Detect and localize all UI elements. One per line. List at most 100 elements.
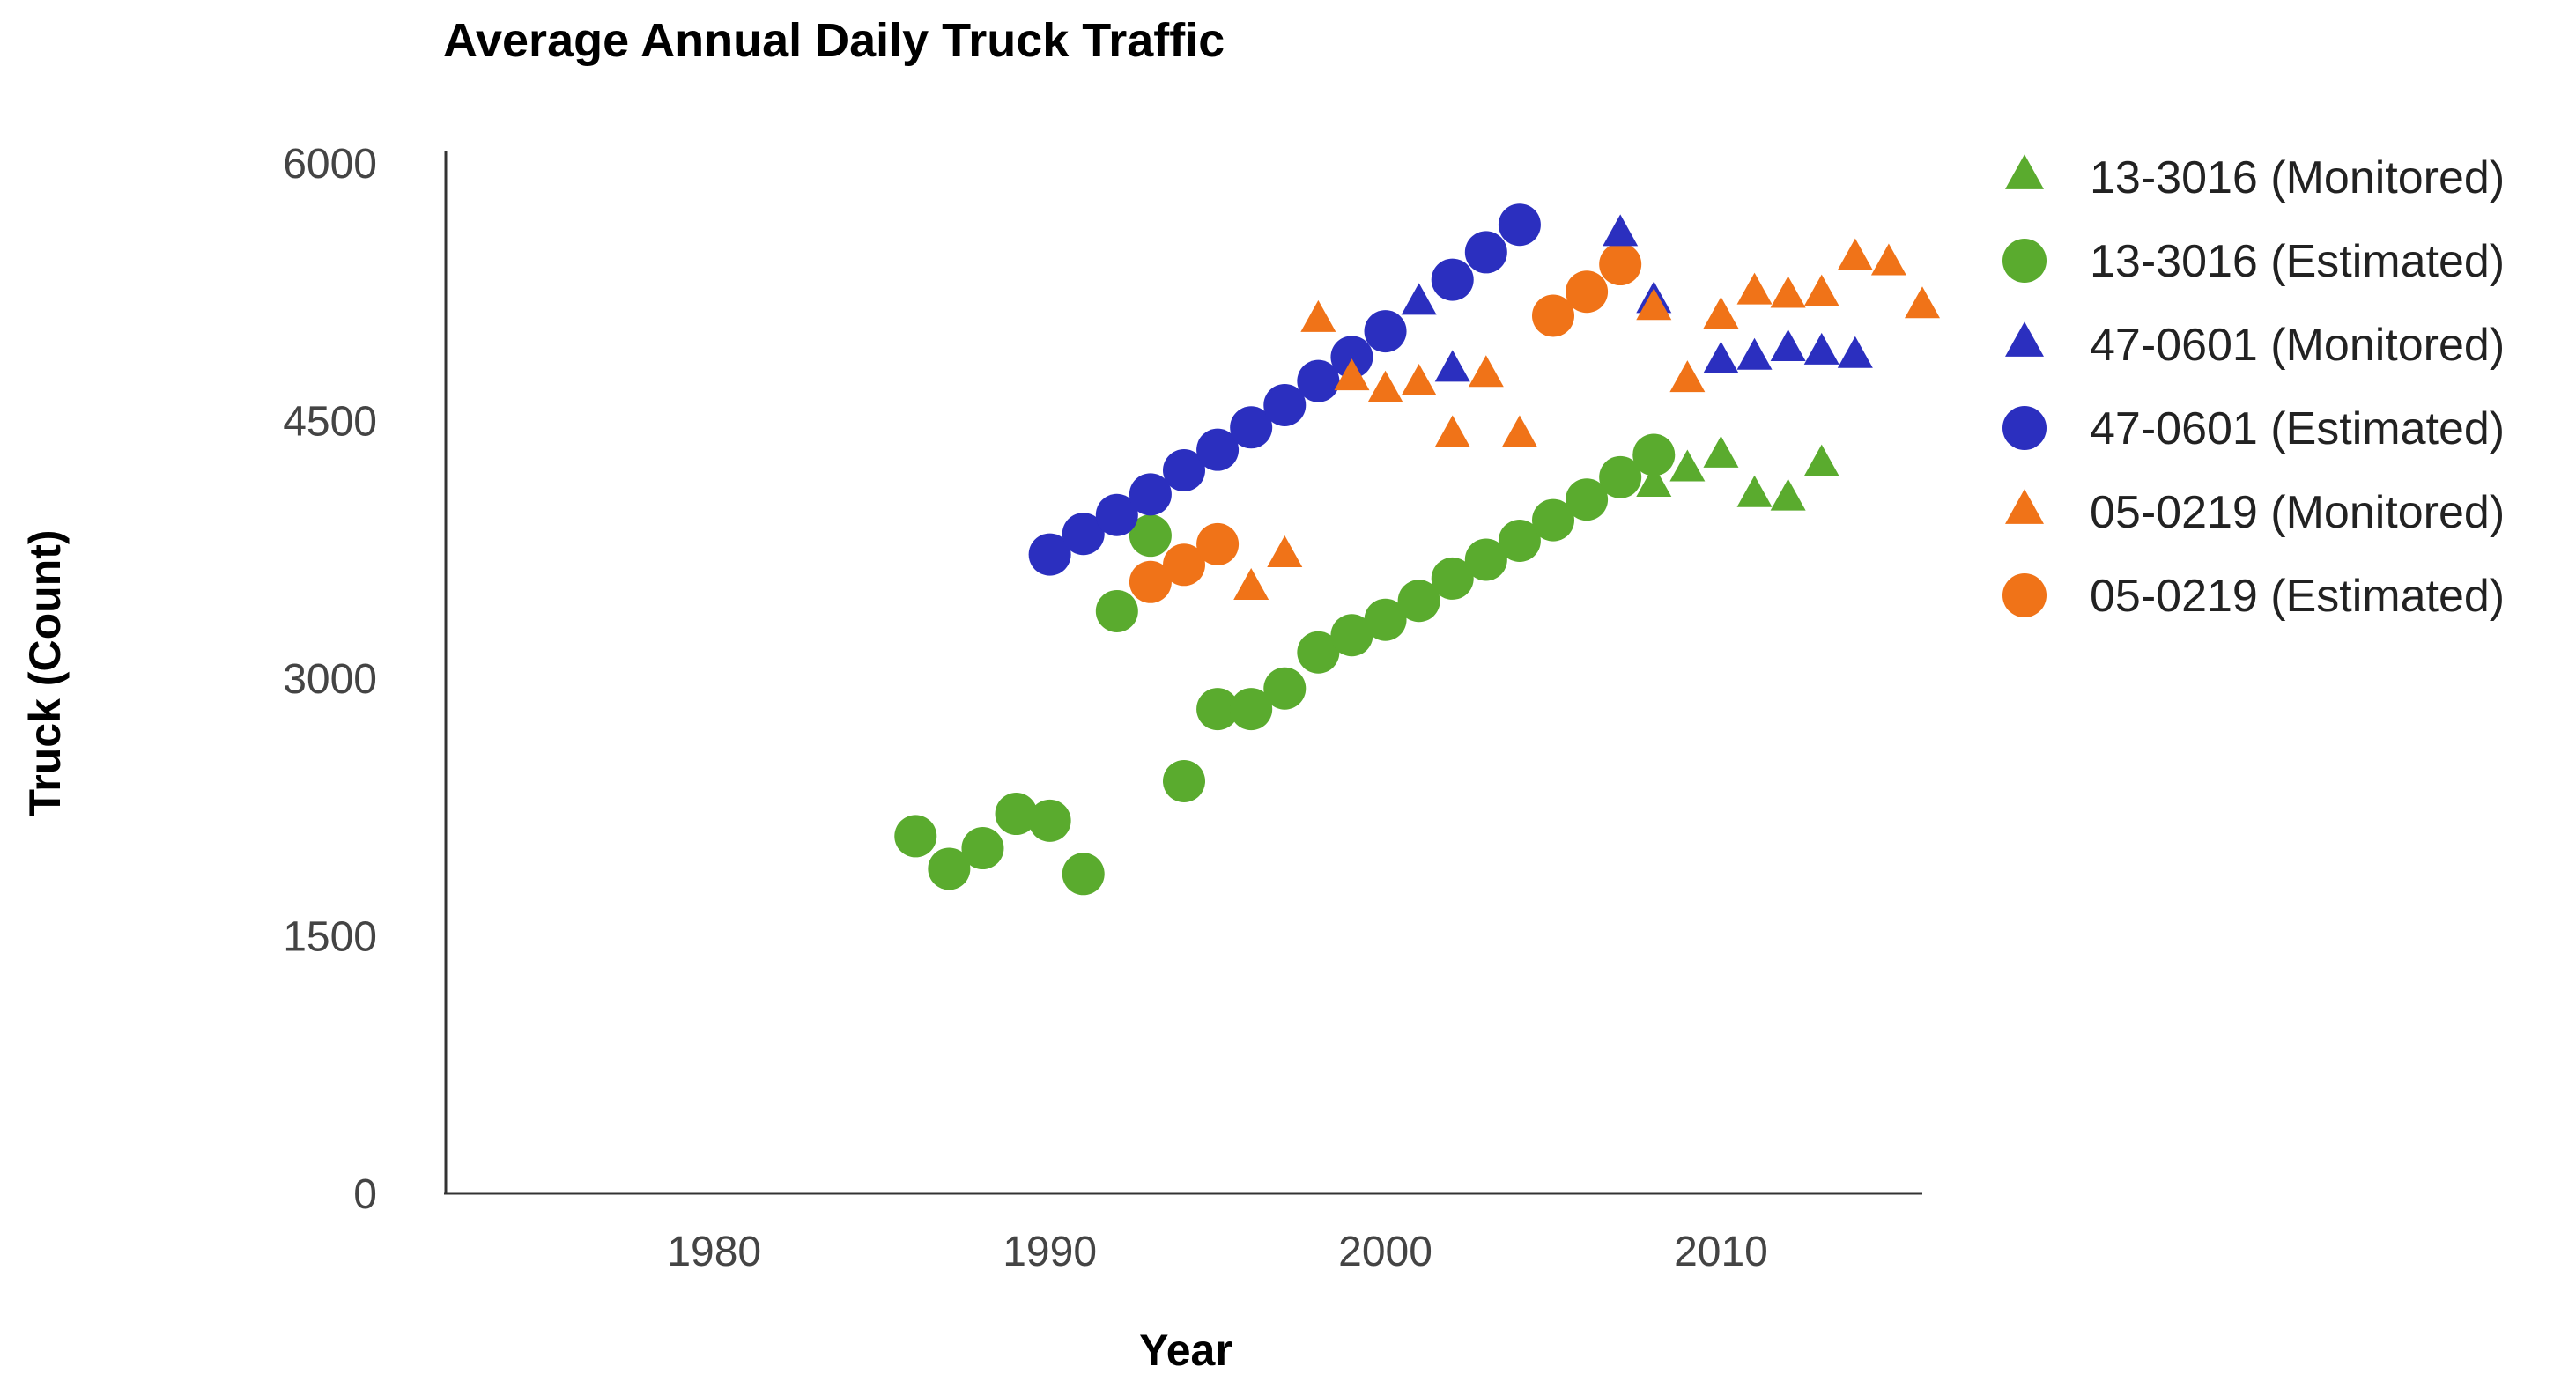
data-point-circle xyxy=(1330,614,1373,657)
legend-label: 47-0601 (Monitored) xyxy=(2090,320,2505,371)
data-point-circle xyxy=(1095,493,1138,536)
legend-item: 05-0219 (Monitored) xyxy=(2005,487,2505,538)
data-point-circle xyxy=(1632,433,1676,476)
data-point-circle xyxy=(1129,514,1172,558)
legend-circle-icon xyxy=(2002,239,2047,283)
data-point-circle xyxy=(1129,473,1172,516)
data-point-triangle xyxy=(1267,535,1303,567)
data-point-triangle xyxy=(1703,296,1739,329)
data-point-circle xyxy=(1364,598,1407,641)
data-point-triangle xyxy=(1770,478,1806,511)
data-point-triangle xyxy=(1401,364,1437,395)
data-point-circle xyxy=(1599,243,1642,286)
data-point-triangle xyxy=(1803,444,1839,476)
y-axis-title: Truck (Count) xyxy=(20,530,70,816)
series-13-3016-estimated xyxy=(894,433,1676,896)
y-tick-label: 6000 xyxy=(283,141,377,188)
legend-label: 05-0219 (Estimated) xyxy=(2090,571,2505,622)
data-point-circle xyxy=(1230,406,1273,449)
data-point-circle xyxy=(1566,478,1609,521)
data-point-circle xyxy=(1163,449,1205,492)
data-point-circle xyxy=(1196,688,1240,731)
data-point-triangle xyxy=(1468,355,1504,388)
data-point-triangle xyxy=(1636,465,1672,498)
legend-item: 05-0219 (Estimated) xyxy=(2002,571,2505,622)
data-point-triangle xyxy=(1770,276,1806,308)
legend-circle-icon xyxy=(2002,573,2047,617)
data-point-circle xyxy=(1431,557,1474,600)
data-point-circle xyxy=(995,793,1038,836)
data-point-triangle xyxy=(1233,568,1269,601)
data-point-circle xyxy=(1297,631,1340,674)
data-point-circle xyxy=(928,847,971,890)
legend-circle-icon xyxy=(2002,406,2047,450)
legend-label: 13-3016 (Monitored) xyxy=(2090,152,2505,203)
series-13-3016-monitored xyxy=(1636,435,1839,511)
data-point-circle xyxy=(1532,294,1574,337)
data-point-triangle xyxy=(1334,358,1370,391)
data-point-circle xyxy=(894,815,937,858)
data-point-circle xyxy=(1464,231,1507,274)
data-point-triangle xyxy=(1736,475,1773,507)
legend-item: 13-3016 (Estimated) xyxy=(2002,236,2505,287)
data-point-circle xyxy=(1498,203,1541,247)
data-point-triangle xyxy=(1837,336,1873,368)
legend-label: 05-0219 (Monitored) xyxy=(2090,487,2505,538)
data-point-circle xyxy=(1397,580,1440,623)
data-point-triangle xyxy=(1870,243,1906,276)
legend-item: 47-0601 (Estimated) xyxy=(2002,403,2505,454)
data-point-circle xyxy=(1599,455,1642,498)
legend-label: 47-0601 (Estimated) xyxy=(2090,403,2505,454)
data-point-circle xyxy=(1095,589,1138,632)
data-point-circle xyxy=(1464,538,1507,581)
data-point-triangle xyxy=(1736,337,1773,370)
data-point-triangle xyxy=(1703,435,1739,468)
data-point-triangle xyxy=(1905,286,1940,319)
data-point-circle xyxy=(1062,513,1105,556)
series-05-0219-monitored xyxy=(1233,238,1940,601)
data-point-triangle xyxy=(1636,288,1672,321)
data-point-circle xyxy=(1263,667,1307,710)
legend-triangle-icon xyxy=(2005,154,2044,189)
y-axis-ticks: 0 1500 3000 4500 6000 xyxy=(283,141,377,1218)
data-point-triangle xyxy=(1603,214,1639,247)
data-point-circle xyxy=(1062,853,1105,896)
x-axis-title: Year xyxy=(1139,1326,1232,1375)
x-tick-label: 2000 xyxy=(1338,1229,1432,1275)
data-point-circle xyxy=(1498,520,1541,562)
data-point-triangle xyxy=(1803,332,1839,365)
data-point-triangle xyxy=(1300,299,1336,332)
y-tick-label: 4500 xyxy=(283,399,377,446)
data-point-circle xyxy=(1364,310,1407,353)
y-tick-label: 1500 xyxy=(283,914,377,961)
data-point-triangle xyxy=(1770,329,1806,361)
data-points xyxy=(894,203,1940,896)
legend-item: 13-3016 (Monitored) xyxy=(2005,152,2505,203)
data-point-circle xyxy=(1230,688,1273,731)
data-point-circle xyxy=(1196,522,1240,565)
data-point-circle xyxy=(1297,359,1340,402)
data-point-circle xyxy=(1566,270,1609,314)
data-point-circle xyxy=(961,827,1004,870)
data-point-triangle xyxy=(1703,341,1739,373)
series-05-0219-estimated xyxy=(1129,243,1642,603)
data-point-circle xyxy=(1129,560,1172,603)
x-tick-label: 1990 xyxy=(1003,1229,1097,1275)
data-point-circle xyxy=(1028,533,1071,576)
data-point-triangle xyxy=(1367,370,1403,402)
data-point-triangle xyxy=(1501,415,1537,447)
data-point-circle xyxy=(1532,498,1574,542)
data-point-triangle xyxy=(1803,274,1839,306)
x-tick-label: 1980 xyxy=(667,1229,761,1275)
y-tick-label: 0 xyxy=(353,1171,377,1218)
chart-title: Average Annual Daily Truck Traffic xyxy=(443,14,1225,67)
legend-label: 13-3016 (Estimated) xyxy=(2090,236,2505,287)
data-point-triangle xyxy=(1837,238,1873,270)
data-point-triangle xyxy=(1669,360,1706,393)
data-point-circle xyxy=(1196,428,1240,471)
data-point-circle xyxy=(1163,543,1205,587)
data-point-circle xyxy=(1163,760,1205,802)
data-point-circle xyxy=(1431,258,1474,301)
legend: 13-3016 (Monitored) 13-3016 (Estimated) 47… xyxy=(2002,152,2505,622)
